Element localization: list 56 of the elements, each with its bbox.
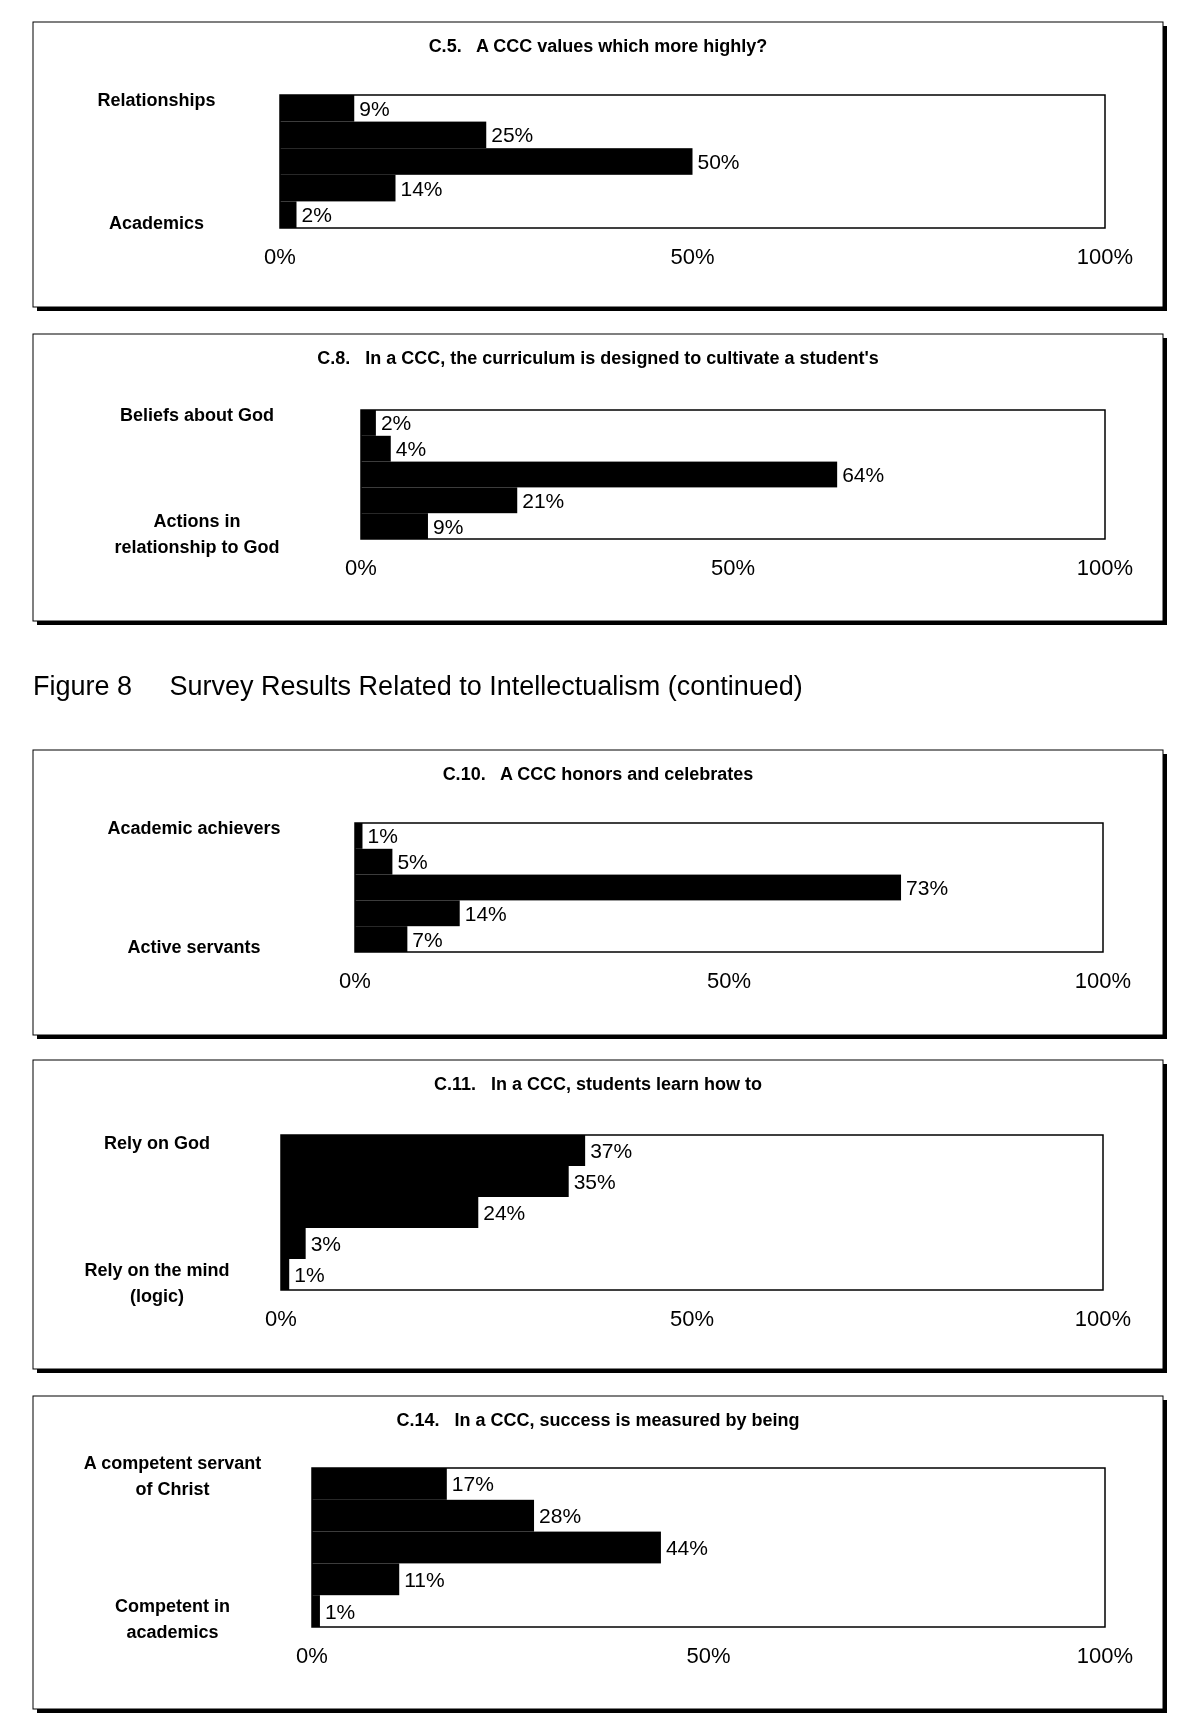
x-tick-label: 50% — [706, 968, 752, 993]
data-label: 25% — [491, 123, 534, 147]
data-label: 3% — [310, 1232, 342, 1255]
data-label: 50% — [697, 150, 740, 173]
y-tick-label: Competent in academics — [115, 1596, 230, 1643]
data-label: 4% — [395, 437, 427, 461]
y-tick-label: Relationships — [97, 90, 216, 111]
data-label: 64% — [842, 463, 885, 486]
data-label: 17% — [451, 1472, 494, 1496]
x-tick-label: 0% — [296, 1643, 328, 1668]
chart-title: C.8. In a CCC, the curriculum is designed to cultivate a student's — [317, 348, 879, 368]
y-tick-label: A competent servant of Christ — [83, 1452, 262, 1499]
chart-title: C.14. In a CCC, success is measured by being — [396, 1410, 800, 1430]
x-tick-label: 100% — [1074, 968, 1132, 993]
x-tick-label: 50% — [710, 555, 756, 580]
y-tick-label: Academics — [108, 212, 205, 233]
data-label: 73% — [906, 876, 949, 899]
data-label: 11% — [404, 1567, 445, 1591]
y-tick-label: Active servants — [127, 937, 261, 958]
caption: Figure 8 Survey Results Related to Intellectualism (continued) — [33, 671, 803, 701]
y-tick-label: Rely on the mind (logic) — [84, 1259, 230, 1306]
x-tick-label: 50% — [670, 244, 715, 269]
data-label: 14% — [400, 176, 443, 200]
x-tick-label: 100% — [1074, 1306, 1132, 1331]
chart-title: C.10. A CCC honors and celebrates — [442, 764, 754, 784]
y-tick-label: Academic achievers — [107, 817, 281, 838]
data-label: 2% — [380, 411, 412, 435]
data-label: 1% — [294, 1263, 325, 1286]
data-label: 44% — [665, 1536, 708, 1559]
data-label: 9% — [359, 96, 390, 120]
x-tick-label: 0% — [264, 244, 296, 269]
data-label: 7% — [412, 927, 443, 951]
data-label: 1% — [324, 1599, 356, 1623]
x-tick-label: 50% — [686, 1643, 731, 1668]
data-label: 5% — [397, 850, 428, 874]
data-label: 2% — [301, 203, 332, 227]
y-tick-label: Beliefs about God — [119, 404, 275, 425]
data-label: 28% — [539, 1504, 582, 1528]
data-label: 24% — [483, 1201, 526, 1224]
chart-title: C.5. A CCC values which more highly? — [428, 36, 768, 56]
x-tick-label: 50% — [669, 1306, 715, 1331]
x-tick-label: 100% — [1076, 1643, 1134, 1668]
x-tick-label: 0% — [339, 968, 371, 993]
x-tick-label: 0% — [265, 1306, 297, 1331]
x-tick-label: 100% — [1076, 555, 1134, 580]
data-label: 9% — [432, 514, 464, 538]
data-label: 14% — [464, 901, 507, 925]
x-tick-label: 100% — [1076, 244, 1134, 269]
data-label: 37% — [590, 1139, 633, 1162]
data-label: 21% — [522, 488, 565, 512]
y-tick-label: Actions in relationship to God — [114, 511, 280, 558]
x-tick-label: 0% — [345, 555, 377, 580]
data-label: 1% — [367, 824, 398, 848]
data-label: 35% — [573, 1170, 616, 1193]
chart-title: C.11. In a CCC, students learn how to — [433, 1074, 763, 1094]
y-tick-label: Rely on God — [103, 1132, 211, 1153]
